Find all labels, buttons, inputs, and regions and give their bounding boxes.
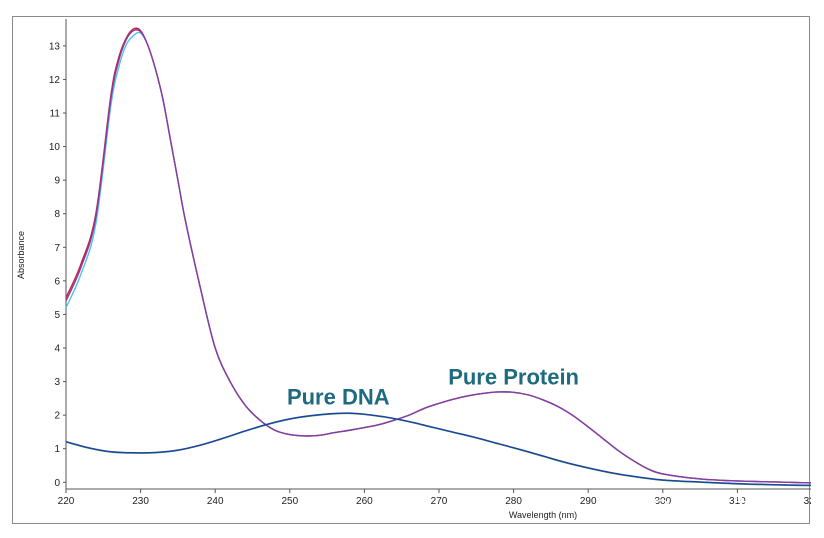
y-tick-label: 13 — [49, 41, 61, 52]
series-group — [65, 27, 811, 487]
annotation-pure-protein: Pure Protein — [448, 365, 579, 390]
y-tick-label: 6 — [54, 276, 60, 287]
series-line-dna-b — [65, 412, 811, 486]
absorbance-chart: 220230240250260270280290300310320 012345… — [16, 19, 811, 520]
x-tick-label: 310 — [729, 496, 746, 507]
y-tick-label: 10 — [49, 142, 61, 153]
y-tick-label: 7 — [54, 243, 60, 254]
annotation-pure-dna: Pure DNA — [287, 385, 390, 410]
x-tick-label: 260 — [356, 496, 373, 507]
series-line-protein-b — [65, 31, 811, 484]
series-line-protein-a — [65, 27, 811, 484]
y-tick-label: 0 — [54, 478, 60, 489]
y-axis-title: Absorbance — [16, 231, 26, 279]
x-tick-label: 220 — [58, 496, 75, 507]
x-tick-label: 290 — [580, 496, 597, 507]
x-tick-label: 230 — [132, 496, 149, 507]
y-tick-label: 3 — [54, 377, 60, 388]
x-tick-label: 270 — [431, 496, 448, 507]
x-tick-label: 300 — [654, 496, 671, 507]
y-tick-label: 4 — [54, 344, 60, 355]
watermark: 知乎 @百力格生物 — [605, 495, 771, 519]
x-tick-label: 280 — [505, 496, 522, 507]
y-tick-label: 2 — [54, 411, 60, 422]
x-tick-label: 250 — [281, 496, 298, 507]
axes — [65, 19, 811, 490]
y-tick-label: 8 — [54, 209, 60, 220]
x-tick-label: 240 — [207, 496, 224, 507]
y-tick-label: 5 — [54, 310, 60, 321]
series-line-protein-c — [65, 29, 811, 484]
x-ticks: 220 230 240 250 260 270 280 290 300 310 320 — [58, 489, 811, 507]
y-tick-label: 12 — [49, 75, 61, 86]
y-tick-label: 11 — [50, 109, 61, 120]
chart-frame: 220230240250260270280290300310320 012345… — [12, 16, 811, 524]
y-tick-label: 9 — [54, 176, 60, 187]
y-tick-label: 1 — [54, 444, 60, 455]
x-axis-title: Wavelength (nm) — [509, 510, 577, 520]
x-tick-label: 320 — [804, 496, 811, 507]
